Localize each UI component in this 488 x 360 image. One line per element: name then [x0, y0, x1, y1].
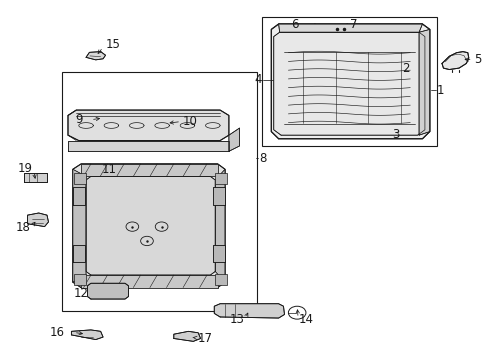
Text: 7: 7 — [349, 18, 357, 31]
Polygon shape — [86, 176, 215, 275]
Polygon shape — [24, 173, 47, 182]
Polygon shape — [212, 244, 224, 262]
Polygon shape — [273, 32, 424, 135]
Text: 1: 1 — [436, 84, 444, 97]
Text: 6: 6 — [290, 18, 298, 31]
Polygon shape — [278, 24, 422, 32]
Bar — [74, 173, 86, 184]
Bar — [261, 17, 436, 146]
Text: 10: 10 — [182, 115, 197, 128]
Polygon shape — [68, 110, 228, 140]
Text: 15: 15 — [105, 38, 120, 51]
Polygon shape — [81, 275, 217, 288]
Text: 11: 11 — [102, 163, 117, 176]
Polygon shape — [214, 304, 284, 318]
Text: 13: 13 — [229, 313, 244, 327]
Bar — [61, 72, 256, 311]
Polygon shape — [71, 330, 103, 339]
Polygon shape — [81, 164, 217, 176]
Text: 5: 5 — [473, 53, 480, 66]
Polygon shape — [173, 331, 200, 341]
Bar — [215, 173, 227, 184]
Text: 2: 2 — [401, 62, 408, 75]
Polygon shape — [73, 187, 85, 205]
Polygon shape — [73, 169, 86, 282]
Bar — [215, 274, 227, 285]
Polygon shape — [418, 30, 429, 135]
Text: 3: 3 — [391, 127, 398, 141]
Polygon shape — [68, 140, 228, 151]
Text: 17: 17 — [197, 332, 212, 345]
Polygon shape — [87, 283, 128, 299]
Polygon shape — [441, 51, 468, 69]
Polygon shape — [212, 187, 224, 205]
Text: 8: 8 — [259, 152, 266, 165]
Text: 16: 16 — [50, 326, 65, 339]
Polygon shape — [215, 169, 224, 282]
Text: 9: 9 — [75, 113, 82, 126]
Polygon shape — [73, 164, 224, 288]
Text: 12: 12 — [73, 287, 88, 300]
Polygon shape — [86, 51, 105, 60]
Text: 18: 18 — [16, 221, 31, 234]
Polygon shape — [271, 24, 429, 139]
Bar — [74, 274, 86, 285]
Polygon shape — [27, 213, 48, 226]
Text: 14: 14 — [299, 313, 313, 327]
Polygon shape — [73, 244, 85, 262]
Polygon shape — [228, 128, 239, 151]
Text: 19: 19 — [18, 162, 32, 175]
Text: 4: 4 — [254, 73, 261, 86]
